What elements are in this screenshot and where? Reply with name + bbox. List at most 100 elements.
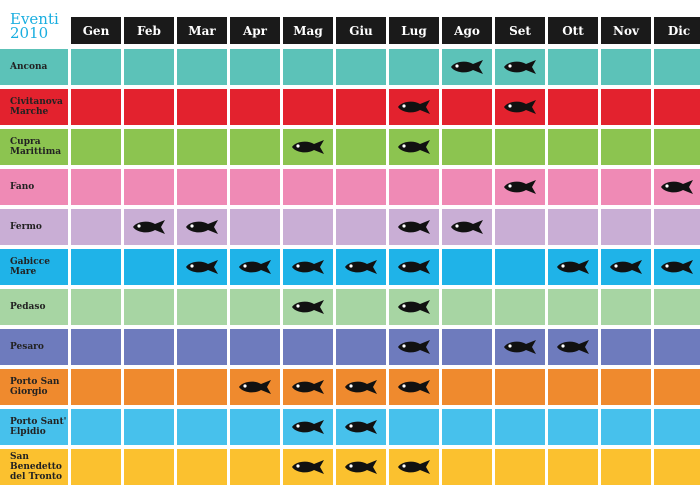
calendar-cell bbox=[283, 289, 333, 325]
month-header-ott: Ott bbox=[548, 17, 598, 44]
calendar-cell bbox=[336, 169, 386, 205]
fish-icon bbox=[133, 220, 165, 234]
calendar-cell bbox=[177, 449, 227, 485]
calendar-cell bbox=[177, 409, 227, 445]
fish-icon bbox=[451, 220, 483, 234]
row-label: Pesaro bbox=[0, 329, 68, 365]
calendar-cell bbox=[495, 449, 545, 485]
calendar-cell bbox=[177, 169, 227, 205]
calendar-title-line1: Eventi bbox=[10, 10, 59, 28]
fish-icon bbox=[610, 260, 642, 274]
fish-icon bbox=[504, 100, 536, 114]
fish-icon bbox=[292, 460, 324, 474]
calendar-cell bbox=[336, 369, 386, 405]
calendar-cell bbox=[283, 169, 333, 205]
fish-icon bbox=[239, 380, 271, 394]
row-label: Civitanova Marche bbox=[0, 89, 68, 125]
calendar-cell bbox=[601, 449, 651, 485]
calendar-cell bbox=[336, 409, 386, 445]
fish-icon bbox=[398, 380, 430, 394]
calendar-cell bbox=[548, 249, 598, 285]
calendar-cell bbox=[548, 49, 598, 85]
month-header-nov: Nov bbox=[601, 17, 651, 44]
calendar-cell bbox=[601, 289, 651, 325]
fish-icon bbox=[451, 60, 483, 74]
calendar-cell bbox=[389, 409, 439, 445]
calendar-cell bbox=[654, 169, 700, 205]
fish-icon bbox=[504, 340, 536, 354]
row-label: Pedaso bbox=[0, 289, 68, 325]
calendar-cell bbox=[389, 169, 439, 205]
calendar-cell bbox=[389, 329, 439, 365]
calendar-cell bbox=[71, 169, 121, 205]
fish-icon bbox=[292, 300, 324, 314]
fish-icon bbox=[239, 260, 271, 274]
calendar-cell bbox=[230, 209, 280, 245]
calendar-cell bbox=[71, 89, 121, 125]
fish-icon bbox=[557, 260, 589, 274]
calendar-cell bbox=[283, 249, 333, 285]
calendar-cell bbox=[495, 409, 545, 445]
fish-icon bbox=[661, 260, 693, 274]
calendar-cell bbox=[230, 49, 280, 85]
row-label: Cupra Marittima bbox=[0, 129, 68, 165]
fish-icon bbox=[398, 460, 430, 474]
calendar-cell bbox=[601, 169, 651, 205]
calendar-cell bbox=[177, 209, 227, 245]
fish-icon bbox=[504, 60, 536, 74]
month-header-mag: Mag bbox=[283, 17, 333, 44]
calendar-cell bbox=[495, 289, 545, 325]
calendar-cell bbox=[654, 329, 700, 365]
calendar-cell bbox=[283, 89, 333, 125]
calendar-cell bbox=[124, 89, 174, 125]
calendar-cell bbox=[548, 369, 598, 405]
calendar-cell bbox=[71, 209, 121, 245]
calendar-cell bbox=[601, 409, 651, 445]
calendar-cell bbox=[442, 49, 492, 85]
calendar-cell bbox=[601, 89, 651, 125]
row-label: Fermo bbox=[0, 209, 68, 245]
calendar-cell bbox=[548, 209, 598, 245]
calendar-cell bbox=[124, 209, 174, 245]
fish-icon bbox=[557, 340, 589, 354]
fish-icon bbox=[186, 220, 218, 234]
calendar-cell bbox=[124, 169, 174, 205]
calendar-cell bbox=[336, 329, 386, 365]
calendar-cell bbox=[124, 249, 174, 285]
calendar-cell bbox=[442, 369, 492, 405]
fish-icon bbox=[398, 340, 430, 354]
month-header-gen: Gen bbox=[71, 17, 121, 44]
calendar-cell bbox=[336, 129, 386, 165]
month-header-feb: Feb bbox=[124, 17, 174, 44]
calendar-cell bbox=[654, 249, 700, 285]
calendar-cell bbox=[654, 89, 700, 125]
calendar-cell bbox=[389, 449, 439, 485]
fish-icon bbox=[504, 180, 536, 194]
calendar-cell bbox=[336, 249, 386, 285]
fish-icon bbox=[398, 140, 430, 154]
calendar-cell bbox=[442, 89, 492, 125]
calendar-cell bbox=[124, 129, 174, 165]
month-header-lug: Lug bbox=[389, 17, 439, 44]
calendar-cell bbox=[442, 209, 492, 245]
calendar-cell bbox=[495, 329, 545, 365]
calendar-cell bbox=[124, 49, 174, 85]
calendar-cell bbox=[230, 289, 280, 325]
calendar-cell bbox=[442, 249, 492, 285]
fish-icon bbox=[398, 260, 430, 274]
calendar-cell bbox=[124, 329, 174, 365]
calendar-cell bbox=[230, 89, 280, 125]
calendar-cell bbox=[548, 409, 598, 445]
calendar-cell bbox=[601, 249, 651, 285]
calendar-cell bbox=[548, 449, 598, 485]
calendar-cell bbox=[71, 249, 121, 285]
calendar-cell bbox=[336, 89, 386, 125]
calendar-cell bbox=[495, 249, 545, 285]
calendar-cell bbox=[442, 329, 492, 365]
calendar-cell bbox=[230, 329, 280, 365]
calendar-cell bbox=[230, 129, 280, 165]
calendar-cell bbox=[283, 329, 333, 365]
calendar-cell bbox=[283, 369, 333, 405]
calendar-cell bbox=[495, 209, 545, 245]
